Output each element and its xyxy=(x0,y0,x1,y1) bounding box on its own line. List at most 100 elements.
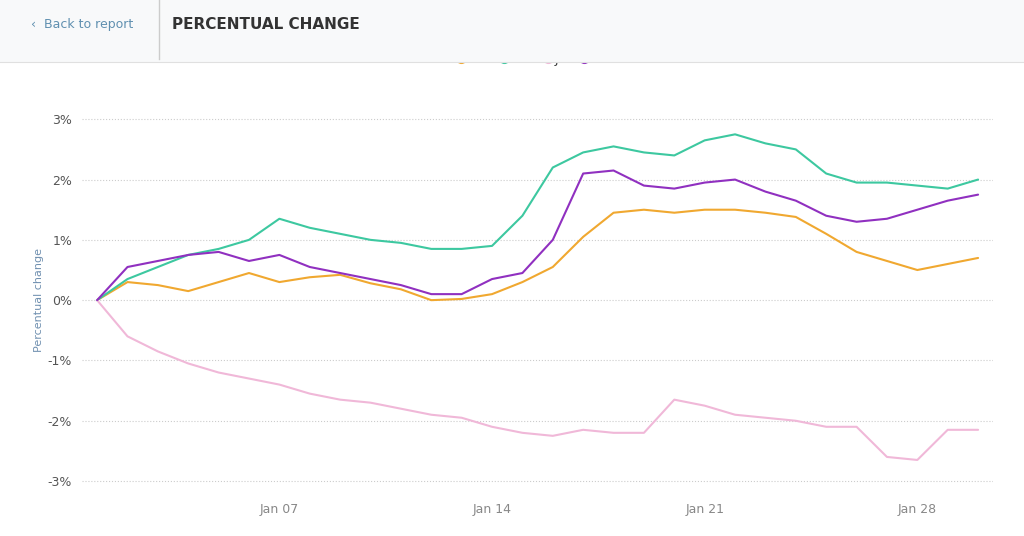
JPY xyxy=(698,403,711,409)
JPY xyxy=(516,430,528,436)
Text: PERCENTUAL CHANGE: PERCENTUAL CHANGE xyxy=(172,17,359,32)
JPY xyxy=(729,412,741,418)
EUR xyxy=(698,206,711,213)
JPY xyxy=(273,382,286,388)
EUR xyxy=(850,249,862,255)
USD xyxy=(91,297,103,303)
USD xyxy=(638,182,650,189)
EUR xyxy=(273,279,286,285)
GBP xyxy=(334,230,346,237)
GBP xyxy=(365,237,377,243)
GBP xyxy=(91,297,103,303)
GBP xyxy=(881,180,893,186)
GBP xyxy=(425,245,437,252)
EUR xyxy=(213,279,225,285)
GBP xyxy=(850,180,862,186)
EUR xyxy=(942,261,954,267)
JPY xyxy=(850,423,862,430)
USD xyxy=(456,291,468,297)
JPY xyxy=(547,433,559,439)
USD xyxy=(303,264,315,270)
JPY xyxy=(790,418,802,424)
Line: EUR: EUR xyxy=(97,210,978,300)
EUR xyxy=(243,270,255,276)
GBP xyxy=(760,140,772,146)
GBP xyxy=(911,182,924,189)
USD xyxy=(942,197,954,204)
USD xyxy=(516,270,528,276)
USD xyxy=(273,252,286,258)
GBP xyxy=(152,264,164,270)
EUR xyxy=(485,291,498,297)
EUR xyxy=(911,267,924,273)
GBP xyxy=(668,152,680,159)
EUR xyxy=(365,280,377,286)
USD xyxy=(425,291,437,297)
JPY xyxy=(760,414,772,421)
EUR xyxy=(668,210,680,216)
USD xyxy=(729,176,741,183)
JPY xyxy=(668,397,680,403)
Line: GBP: GBP xyxy=(97,135,978,300)
GBP xyxy=(516,213,528,219)
JPY xyxy=(395,406,408,412)
Text: ‹  Back to report: ‹ Back to report xyxy=(31,18,133,31)
JPY xyxy=(881,453,893,460)
EUR xyxy=(729,206,741,213)
USD xyxy=(578,170,590,177)
EUR xyxy=(395,286,408,293)
GBP xyxy=(729,131,741,138)
USD xyxy=(790,197,802,204)
GBP xyxy=(303,225,315,231)
JPY xyxy=(365,399,377,406)
EUR xyxy=(182,288,195,294)
GBP xyxy=(638,149,650,155)
JPY xyxy=(972,427,984,433)
USD xyxy=(668,185,680,192)
GBP xyxy=(698,137,711,144)
EUR xyxy=(820,230,833,237)
GBP xyxy=(456,245,468,252)
JPY xyxy=(334,397,346,403)
USD xyxy=(911,206,924,213)
Legend: EUR, GBP, JPY, USD: EUR, GBP, JPY, USD xyxy=(453,28,623,71)
USD xyxy=(365,276,377,282)
JPY xyxy=(456,414,468,421)
GBP xyxy=(578,149,590,155)
JPY xyxy=(182,360,195,367)
EUR xyxy=(121,279,133,285)
JPY xyxy=(820,423,833,430)
GBP xyxy=(790,146,802,153)
JPY xyxy=(243,375,255,382)
EUR xyxy=(638,206,650,213)
Y-axis label: Percentual change: Percentual change xyxy=(35,248,44,352)
EUR xyxy=(790,214,802,220)
Line: USD: USD xyxy=(97,170,978,300)
USD xyxy=(547,237,559,243)
EUR xyxy=(760,210,772,216)
USD xyxy=(972,191,984,198)
GBP xyxy=(547,164,559,170)
USD xyxy=(243,258,255,264)
EUR xyxy=(547,264,559,270)
JPY xyxy=(91,297,103,303)
GBP xyxy=(395,240,408,246)
EUR xyxy=(91,297,103,303)
JPY xyxy=(152,348,164,355)
JPY xyxy=(213,369,225,376)
USD xyxy=(760,189,772,195)
USD xyxy=(820,213,833,219)
GBP xyxy=(121,276,133,282)
JPY xyxy=(578,427,590,433)
USD xyxy=(698,180,711,186)
EUR xyxy=(334,272,346,278)
USD xyxy=(213,249,225,255)
USD xyxy=(121,264,133,270)
GBP xyxy=(485,243,498,249)
Line: JPY: JPY xyxy=(97,300,978,460)
EUR xyxy=(972,255,984,261)
EUR xyxy=(303,274,315,280)
JPY xyxy=(942,427,954,433)
USD xyxy=(850,219,862,225)
EUR xyxy=(152,282,164,288)
